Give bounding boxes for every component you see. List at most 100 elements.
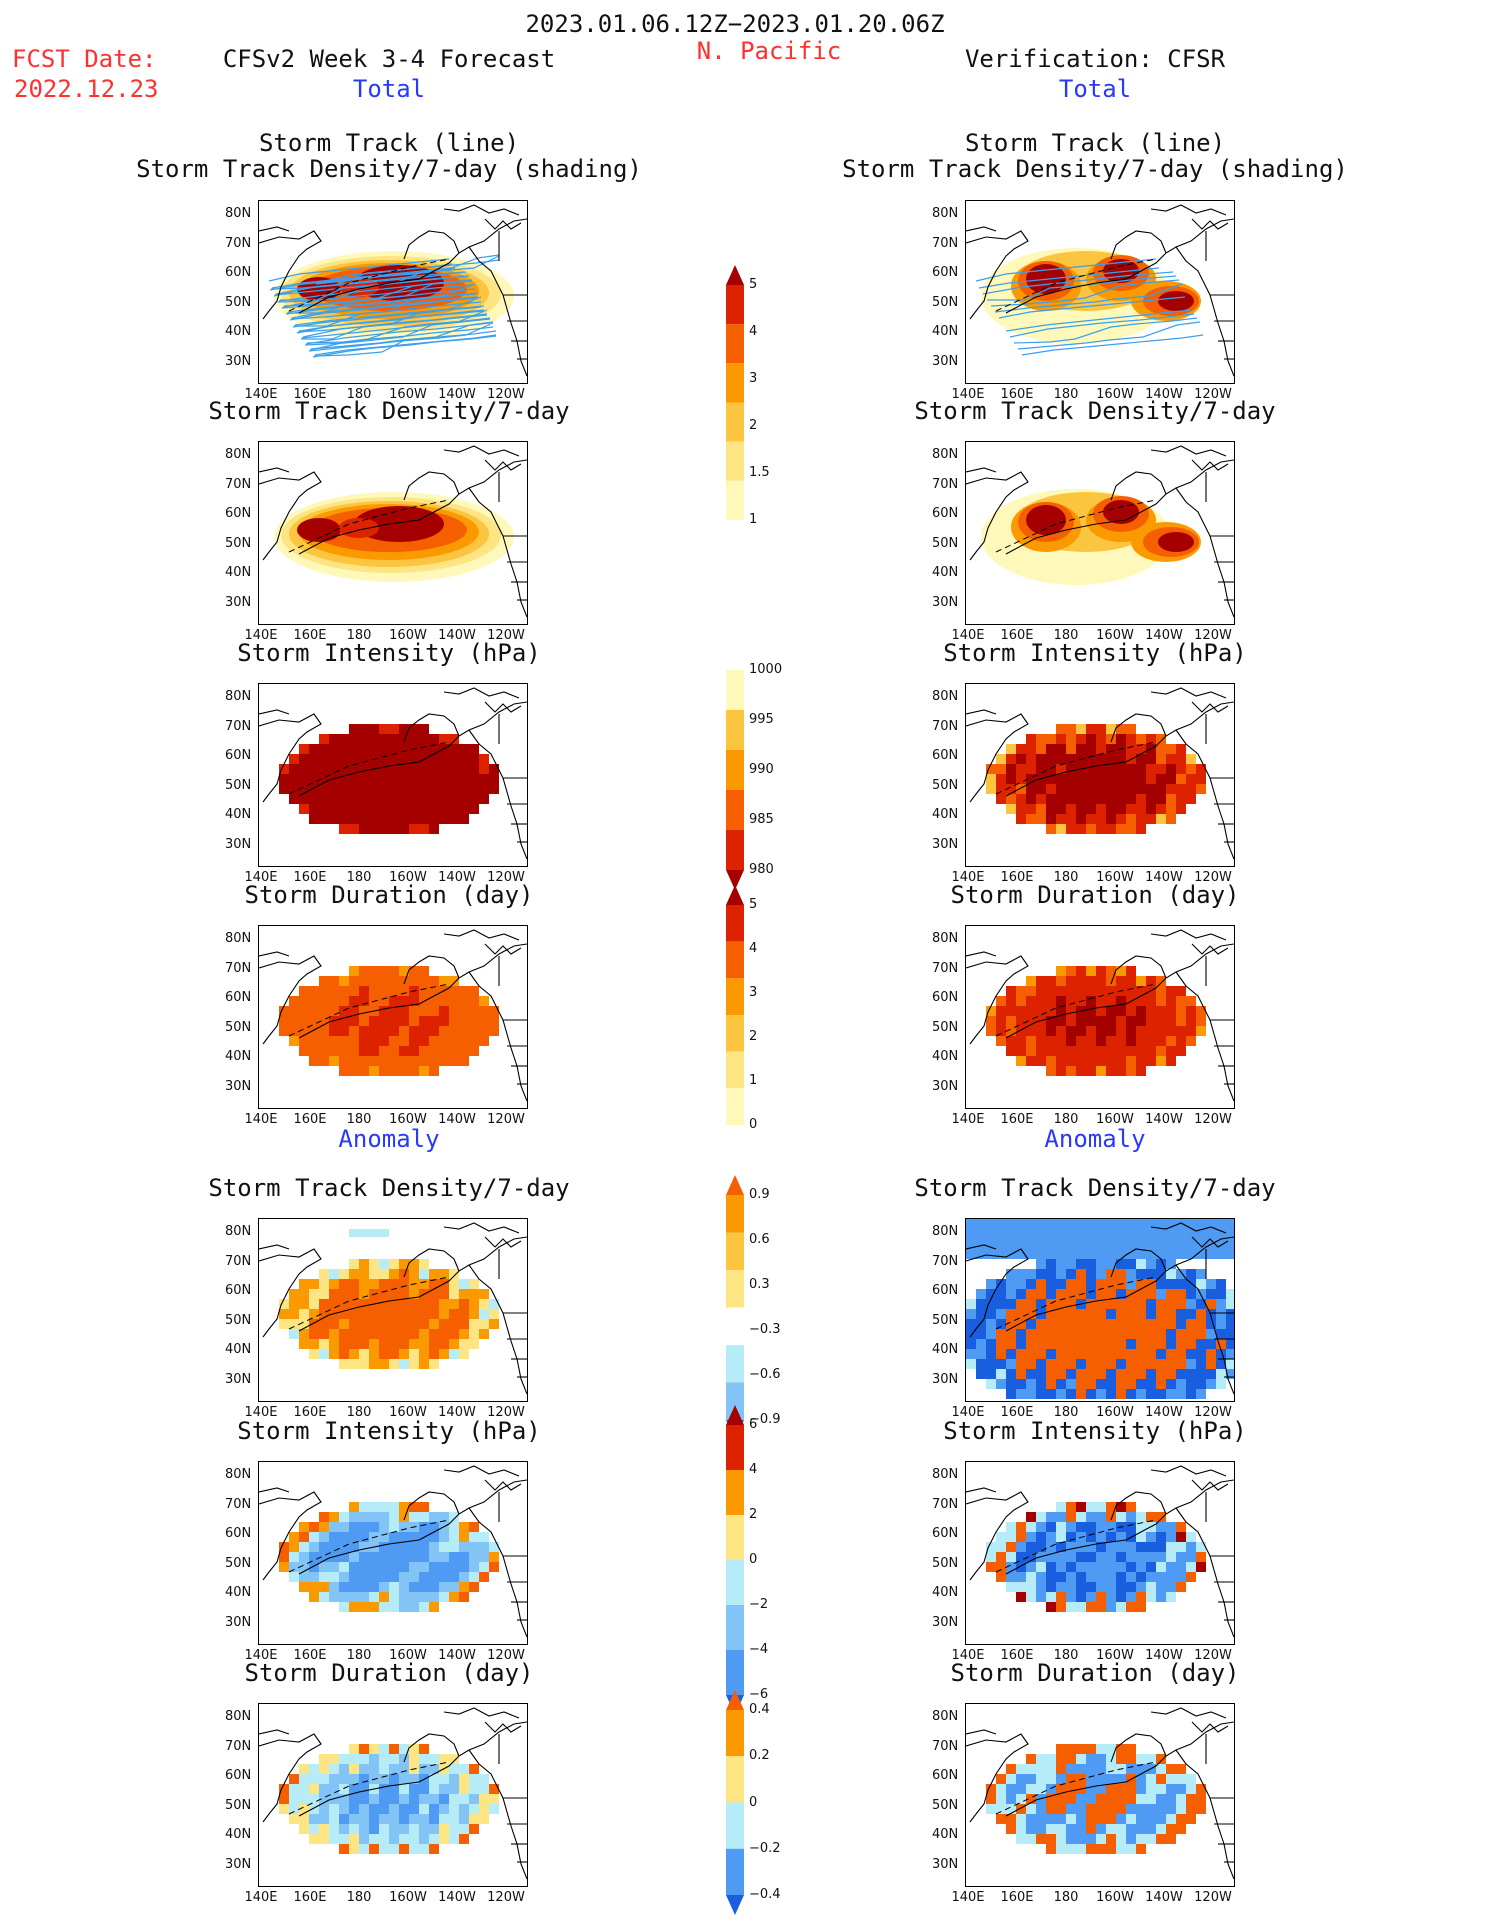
- lon-tick-label: 160E: [1000, 1648, 1034, 1663]
- left-trackline-title-0: Storm Track (line): [258, 129, 520, 157]
- lat-tick-label: 30N: [225, 1371, 252, 1387]
- intensity-total-colorbar-label: 995: [749, 712, 774, 727]
- lat-tick-label: 50N: [225, 1797, 252, 1813]
- lat-tick-label: 70N: [932, 235, 959, 251]
- density-total-colorbar-label: 2: [749, 418, 758, 433]
- right-intensity-map: [965, 683, 1235, 867]
- lon-tick-label: 140E: [951, 1648, 985, 1663]
- lon-tick-label: 120W: [487, 1648, 525, 1663]
- lat-tick-label: 60N: [225, 748, 252, 763]
- lon-tick-label: 180: [1053, 1112, 1079, 1127]
- lat-tick-label: 80N: [932, 931, 959, 946]
- lon-tick-label: 180: [346, 870, 372, 885]
- lat-tick-label: 40N: [932, 1585, 959, 1600]
- intensity-anomaly-colorbar: [725, 1405, 745, 1721]
- lon-tick-label: 160W: [1096, 387, 1134, 402]
- lat-tick-label: 30N: [225, 1856, 252, 1872]
- lat-tick-label: 70N: [225, 960, 252, 976]
- lon-tick-label: 120W: [1194, 1112, 1232, 1127]
- right-intensity-title-0: Storm Intensity (hPa): [943, 639, 1247, 667]
- lon-tick-label: 140E: [951, 628, 985, 643]
- right-duration-title-0: Storm Duration (day): [950, 881, 1240, 909]
- lat-tick-label: 80N: [932, 206, 959, 221]
- lon-tick-label: 180: [346, 387, 372, 402]
- lon-tick-label: 140W: [1145, 1112, 1183, 1127]
- right-anomaly-label: Anomaly: [1044, 1125, 1146, 1153]
- lat-tick-label: 50N: [225, 294, 252, 310]
- density-anomaly-colorbar-label: −0.6: [749, 1367, 781, 1382]
- lon-tick-label: 180: [346, 1648, 372, 1663]
- lat-tick-label: 60N: [932, 506, 959, 521]
- lat-tick-label: 80N: [932, 447, 959, 462]
- duration-total-colorbar-label: 3: [749, 985, 758, 1000]
- lat-tick-label: 30N: [932, 1078, 959, 1094]
- lat-tick-label: 40N: [225, 324, 252, 339]
- lat-tick-label: 40N: [932, 1049, 959, 1064]
- lon-tick-label: 180: [1053, 870, 1079, 885]
- fcst-label: FCST Date:: [12, 45, 157, 73]
- lat-tick-label: 40N: [932, 807, 959, 822]
- lat-tick-label: 80N: [225, 1709, 252, 1724]
- duration-anomaly-colorbar-label: −0.2: [749, 1840, 781, 1856]
- duration-anomaly-colorbar-label: 0.2: [749, 1748, 770, 1764]
- lon-tick-label: 140E: [244, 1648, 278, 1663]
- lat-tick-label: 50N: [932, 1797, 959, 1813]
- lon-tick-label: 140W: [438, 1648, 476, 1663]
- lon-tick-label: 160W: [389, 628, 427, 643]
- lat-tick-label: 80N: [225, 1224, 252, 1239]
- lon-tick-label: 160E: [1000, 870, 1034, 885]
- left-duration-map: [258, 925, 528, 1109]
- lat-tick-label: 70N: [225, 1738, 252, 1754]
- density-anomaly-colorbar-label: −0.3: [749, 1322, 781, 1337]
- lon-tick-label: 120W: [1194, 870, 1232, 885]
- intensity-total-colorbar-label: 980: [749, 862, 774, 877]
- right-duration_a-title-0: Storm Duration (day): [950, 1659, 1240, 1687]
- lat-tick-label: 30N: [225, 594, 252, 610]
- left-trackline-map: [258, 200, 528, 384]
- lat-tick-label: 40N: [932, 324, 959, 339]
- lat-tick-label: 70N: [932, 476, 959, 492]
- lon-tick-label: 140E: [951, 1890, 985, 1905]
- right-intensity_a-map: [965, 1461, 1235, 1645]
- duration-anomaly-colorbar-label: 0: [749, 1794, 758, 1810]
- lon-tick-label: 140E: [244, 1112, 278, 1127]
- intensity-anomaly-colorbar-label: −2: [749, 1597, 769, 1612]
- lon-tick-label: 160E: [1000, 1405, 1034, 1420]
- lat-tick-label: 50N: [225, 1019, 252, 1035]
- left-density_a-map: [258, 1218, 528, 1402]
- lon-tick-label: 160W: [389, 1112, 427, 1127]
- duration-total-colorbar-label: 5: [749, 897, 758, 912]
- lon-tick-label: 120W: [487, 1890, 525, 1905]
- lat-tick-label: 40N: [225, 807, 252, 822]
- left-intensity-map: [258, 683, 528, 867]
- lat-tick-label: 60N: [932, 1283, 959, 1298]
- lat-tick-label: 50N: [225, 535, 252, 551]
- left-total-label: Total: [352, 75, 426, 103]
- lon-tick-label: 180: [1053, 628, 1079, 643]
- lon-tick-label: 160E: [293, 870, 327, 885]
- lat-tick-label: 30N: [225, 1078, 252, 1094]
- lat-tick-label: 60N: [932, 265, 959, 280]
- lat-tick-label: 30N: [225, 1614, 252, 1630]
- lat-tick-label: 50N: [932, 777, 959, 793]
- lon-tick-label: 140W: [438, 1112, 476, 1127]
- lon-tick-label: 160E: [293, 1890, 327, 1905]
- right-duration_a-map: [965, 1703, 1235, 1887]
- lat-tick-label: 60N: [932, 748, 959, 763]
- left-duration_a-title-0: Storm Duration (day): [244, 1659, 534, 1687]
- left-density-map: [258, 441, 528, 625]
- lon-tick-label: 160W: [389, 1405, 427, 1420]
- lon-tick-label: 180: [346, 1890, 372, 1905]
- lat-tick-label: 60N: [225, 506, 252, 521]
- lon-tick-label: 160E: [293, 387, 327, 402]
- lon-tick-label: 160E: [293, 1405, 327, 1420]
- lat-tick-label: 70N: [932, 1253, 959, 1269]
- intensity-total-colorbar-label: 990: [749, 762, 774, 777]
- lat-tick-label: 70N: [932, 1496, 959, 1512]
- lat-tick-label: 80N: [225, 447, 252, 462]
- left-density_a-title-0: Storm Track Density/7-day: [208, 1174, 570, 1202]
- density-anomaly-colorbar-label: −0.9: [749, 1412, 781, 1427]
- density-anomaly-colorbar-label: 0.9: [749, 1187, 770, 1202]
- right-total-label: Total: [1058, 75, 1132, 103]
- lon-tick-label: 120W: [1194, 1405, 1232, 1420]
